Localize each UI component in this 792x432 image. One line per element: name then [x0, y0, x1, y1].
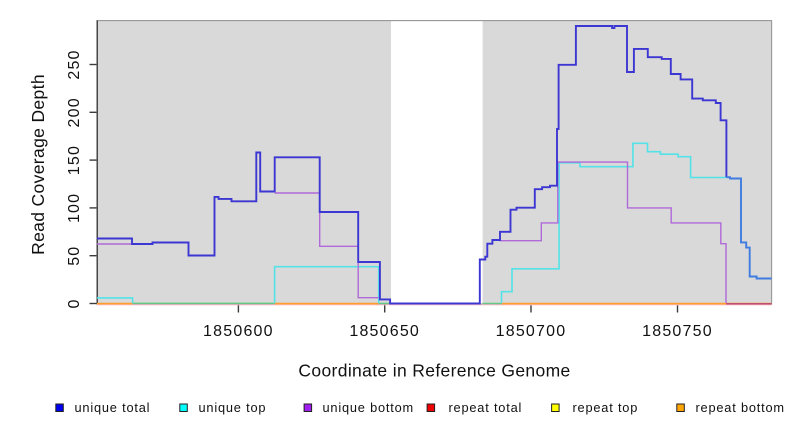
- svg-text:100: 100: [66, 193, 83, 223]
- svg-text:unique total: unique total: [75, 400, 151, 415]
- svg-text:unique bottom: unique bottom: [323, 400, 415, 415]
- svg-text:Read Coverage Depth: Read Coverage Depth: [28, 74, 48, 255]
- svg-text:unique top: unique top: [199, 400, 267, 415]
- svg-text:50: 50: [66, 246, 83, 266]
- svg-text:250: 250: [66, 49, 83, 79]
- svg-text:1850650: 1850650: [349, 323, 420, 340]
- svg-text:repeat top: repeat top: [573, 400, 639, 415]
- svg-text:1850700: 1850700: [496, 323, 567, 340]
- svg-text:1850750: 1850750: [642, 323, 713, 340]
- svg-text:repeat bottom: repeat bottom: [696, 400, 785, 415]
- svg-text:repeat total: repeat total: [449, 400, 523, 415]
- svg-text:1850600: 1850600: [203, 323, 274, 340]
- svg-text:0: 0: [66, 298, 83, 308]
- svg-text:200: 200: [66, 97, 83, 127]
- svg-text:150: 150: [66, 145, 83, 175]
- svg-text:Coordinate in Reference Genome: Coordinate in Reference Genome: [298, 361, 570, 381]
